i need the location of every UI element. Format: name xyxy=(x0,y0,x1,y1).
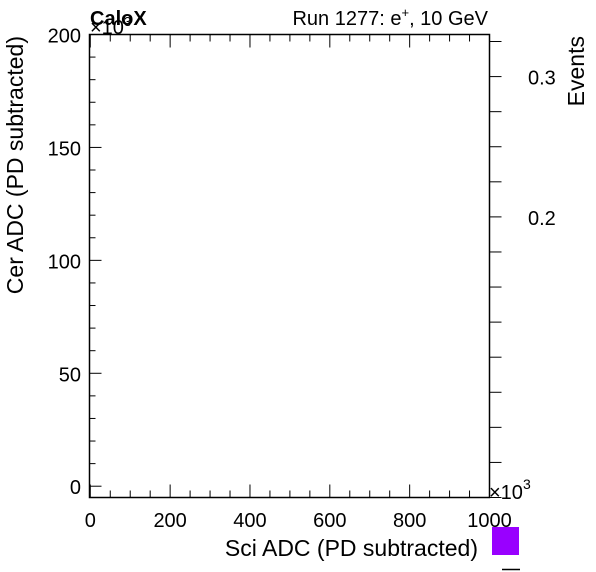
y-multiplier: ×103 xyxy=(90,14,131,39)
z-axis-ticks xyxy=(489,41,502,498)
y-tick-label: 200 xyxy=(48,26,81,48)
x-tick-label: 1000 xyxy=(467,510,512,532)
x-tick-label: 200 xyxy=(153,510,186,532)
x-tick-label: 400 xyxy=(233,510,266,532)
z-tick-label: 0.2 xyxy=(528,208,556,230)
x-tick-label: 800 xyxy=(393,510,426,532)
y-tick-label: 0 xyxy=(70,477,81,499)
x-tick-label: 600 xyxy=(313,510,346,532)
z-axis-tick-labels: 0.2 0.3 xyxy=(528,68,556,230)
y-tick-label: 50 xyxy=(59,364,81,386)
y-axis-ticks xyxy=(89,34,102,487)
y-tick-label: 100 xyxy=(48,251,81,273)
color-palette-swatch xyxy=(492,527,519,555)
x-axis-tick-labels: 0 200 400 600 800 1000 xyxy=(85,510,512,532)
y-axis-tick-labels: 0 50 100 150 200 xyxy=(48,26,81,500)
run-label: Run 1277: e+, 10 GeV xyxy=(292,5,488,30)
x-tick-label: 0 xyxy=(85,510,96,532)
x-multiplier: ×103 xyxy=(489,476,531,504)
experiment-label: CaloX xyxy=(90,8,147,30)
z-axis-title: Events xyxy=(563,36,589,106)
y-tick-label: 150 xyxy=(48,138,81,160)
y-axis-title: Cer ADC (PD subtracted) xyxy=(2,36,28,294)
x-axis-title: Sci ADC (PD subtracted) xyxy=(225,535,478,561)
z-tick-label: 0.3 xyxy=(528,68,556,90)
